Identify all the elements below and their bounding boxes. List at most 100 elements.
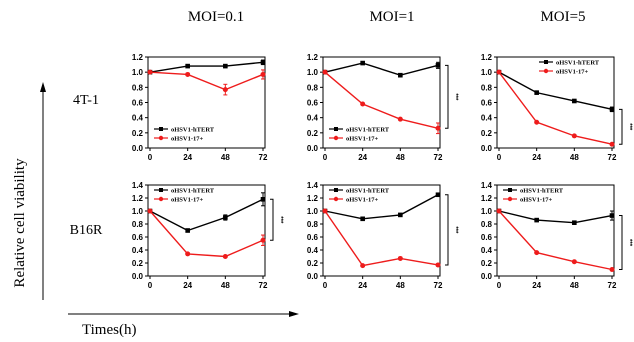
y-tick-label: 0.2 [132,129,144,138]
legend-marker [333,196,339,202]
plot-frame [147,184,266,277]
y-tick-label: 0.0 [132,272,144,281]
y-tick-label: 0.4 [132,114,144,123]
data-point [571,259,577,265]
y-tick-label: 1.4 [132,181,144,190]
legend-entry: oHSV1-17+ [346,136,379,143]
y-tick-label: 0.8 [481,83,493,92]
data-point [147,69,153,75]
x-tick-label: 48 [570,281,579,290]
series-line-ohsv1-17plus [324,210,439,267]
y-tick-label: 0.2 [307,259,319,268]
x-tick-label: 24 [532,281,541,290]
y-tick-label: 1.4 [307,181,319,190]
legend-entry: oHSV1-hTERT [346,127,390,134]
data-point [360,216,365,222]
y-tick-label: 1.2 [132,53,144,62]
y-tick-label: 0.8 [307,220,319,229]
data-point [260,60,266,65]
data-point [435,125,441,131]
legend-entry: oHSV1-hTERT [346,188,390,195]
significance-bracket [445,194,449,266]
x-tick-label: 48 [396,153,405,162]
y-tick-label: 0.2 [307,129,319,138]
y-tick-label: 0.4 [307,246,319,255]
y-tick-label: 0.2 [481,129,493,138]
significance-label: *** [452,226,458,234]
y-tick-label: 0.6 [307,233,319,242]
y-tick-label: 0.6 [132,233,144,242]
series-line-ohsv1-htert [149,198,264,232]
data-point [260,71,266,77]
significance-label: *** [626,239,632,247]
x-tick-label: 0 [148,281,153,290]
y-tick-label: 0.4 [481,246,493,255]
legend-marker [334,188,338,192]
legend-entry: oHSV1-hTERT [556,60,600,67]
legend-entry: oHSV1-17+ [171,197,204,204]
plot-frame [322,184,441,277]
y-tick-label: 1.2 [481,53,493,62]
legend-entry: oHSV1-17+ [520,197,553,204]
y-tick-label: 0.6 [481,99,493,108]
data-point [397,255,403,261]
x-tick-label: 72 [608,153,617,162]
x-tick-label: 0 [497,153,502,162]
y-tick-label: 1.2 [132,194,144,203]
data-point [260,197,266,202]
y-tick-label: 1.2 [307,194,319,203]
data-point [398,212,403,218]
data-point [435,262,441,268]
y-tick-label: 0.6 [481,233,493,242]
x-tick-label: 0 [323,153,328,162]
x-tick-label: 0 [148,153,153,162]
plot-frame [322,56,441,149]
data-point [609,267,615,272]
y-tick-label: 1.0 [481,68,493,77]
row-label-4t1: 4T-1 [73,93,99,108]
y-tick-label: 1.0 [307,68,319,77]
legend-marker [508,188,512,192]
row-label-b16r: B16R [70,223,103,238]
y-tick-label: 0.2 [481,259,493,268]
series-line-ohsv1-17plus [498,210,613,271]
panel-4: 0.0 0.2 0.4 0.6 0.8 1.0 1.2 1.4 0 24 48 72 oHSV1-hTE… [307,181,458,290]
series-line-ohsv1-17plus [149,71,264,91]
column-title-moi-0-1: MOI=0.1 [188,9,244,25]
data-point [609,107,615,112]
y-tick-label: 0.0 [307,272,319,281]
x-tick-label: 48 [396,281,405,290]
x-tick-label: 48 [570,153,579,162]
legend-marker [334,127,338,131]
y-tick-label: 0.0 [307,144,319,153]
x-tick-label: 24 [358,153,367,162]
panel-2: 0.0 0.2 0.4 0.6 0.8 1.0 1.2 0 24 48 72 oHSV1-hTERT o… [481,53,632,162]
y-tick-label: 0.8 [132,83,144,92]
panel-1: 0.0 0.2 0.4 0.6 0.8 1.0 1.2 0 24 48 72 oHSV1-hTERT o… [307,53,458,162]
series-line-ohsv1-htert [498,71,613,111]
x-axis-arrow-head [289,311,299,317]
data-point [185,251,191,257]
x-tick-label: 72 [259,281,268,290]
significance-bracket [445,64,449,129]
data-point [534,250,540,256]
y-tick-label: 0.6 [132,99,144,108]
data-point [496,208,502,214]
legend-marker [158,196,164,202]
x-tick-label: 48 [221,281,230,290]
x-axis-label: Times(h) [82,322,136,338]
series-line-ohsv1-17plus [324,71,439,129]
data-point [534,217,539,223]
y-tick-label: 1.0 [132,68,144,77]
series-line-ohsv1-17plus [498,71,613,145]
legend-marker [333,135,339,141]
legend-entry: oHSV1-hTERT [520,188,564,195]
data-point [223,63,228,69]
panel-3: 0.0 0.2 0.4 0.6 0.8 1.0 1.2 1.4 0 24 48 72 oHSV1-hTE… [132,181,283,290]
y-tick-label: 1.4 [481,181,493,190]
data-point [223,215,228,220]
x-tick-label: 72 [259,153,268,162]
data-point [260,237,266,243]
legend-marker [158,135,164,141]
